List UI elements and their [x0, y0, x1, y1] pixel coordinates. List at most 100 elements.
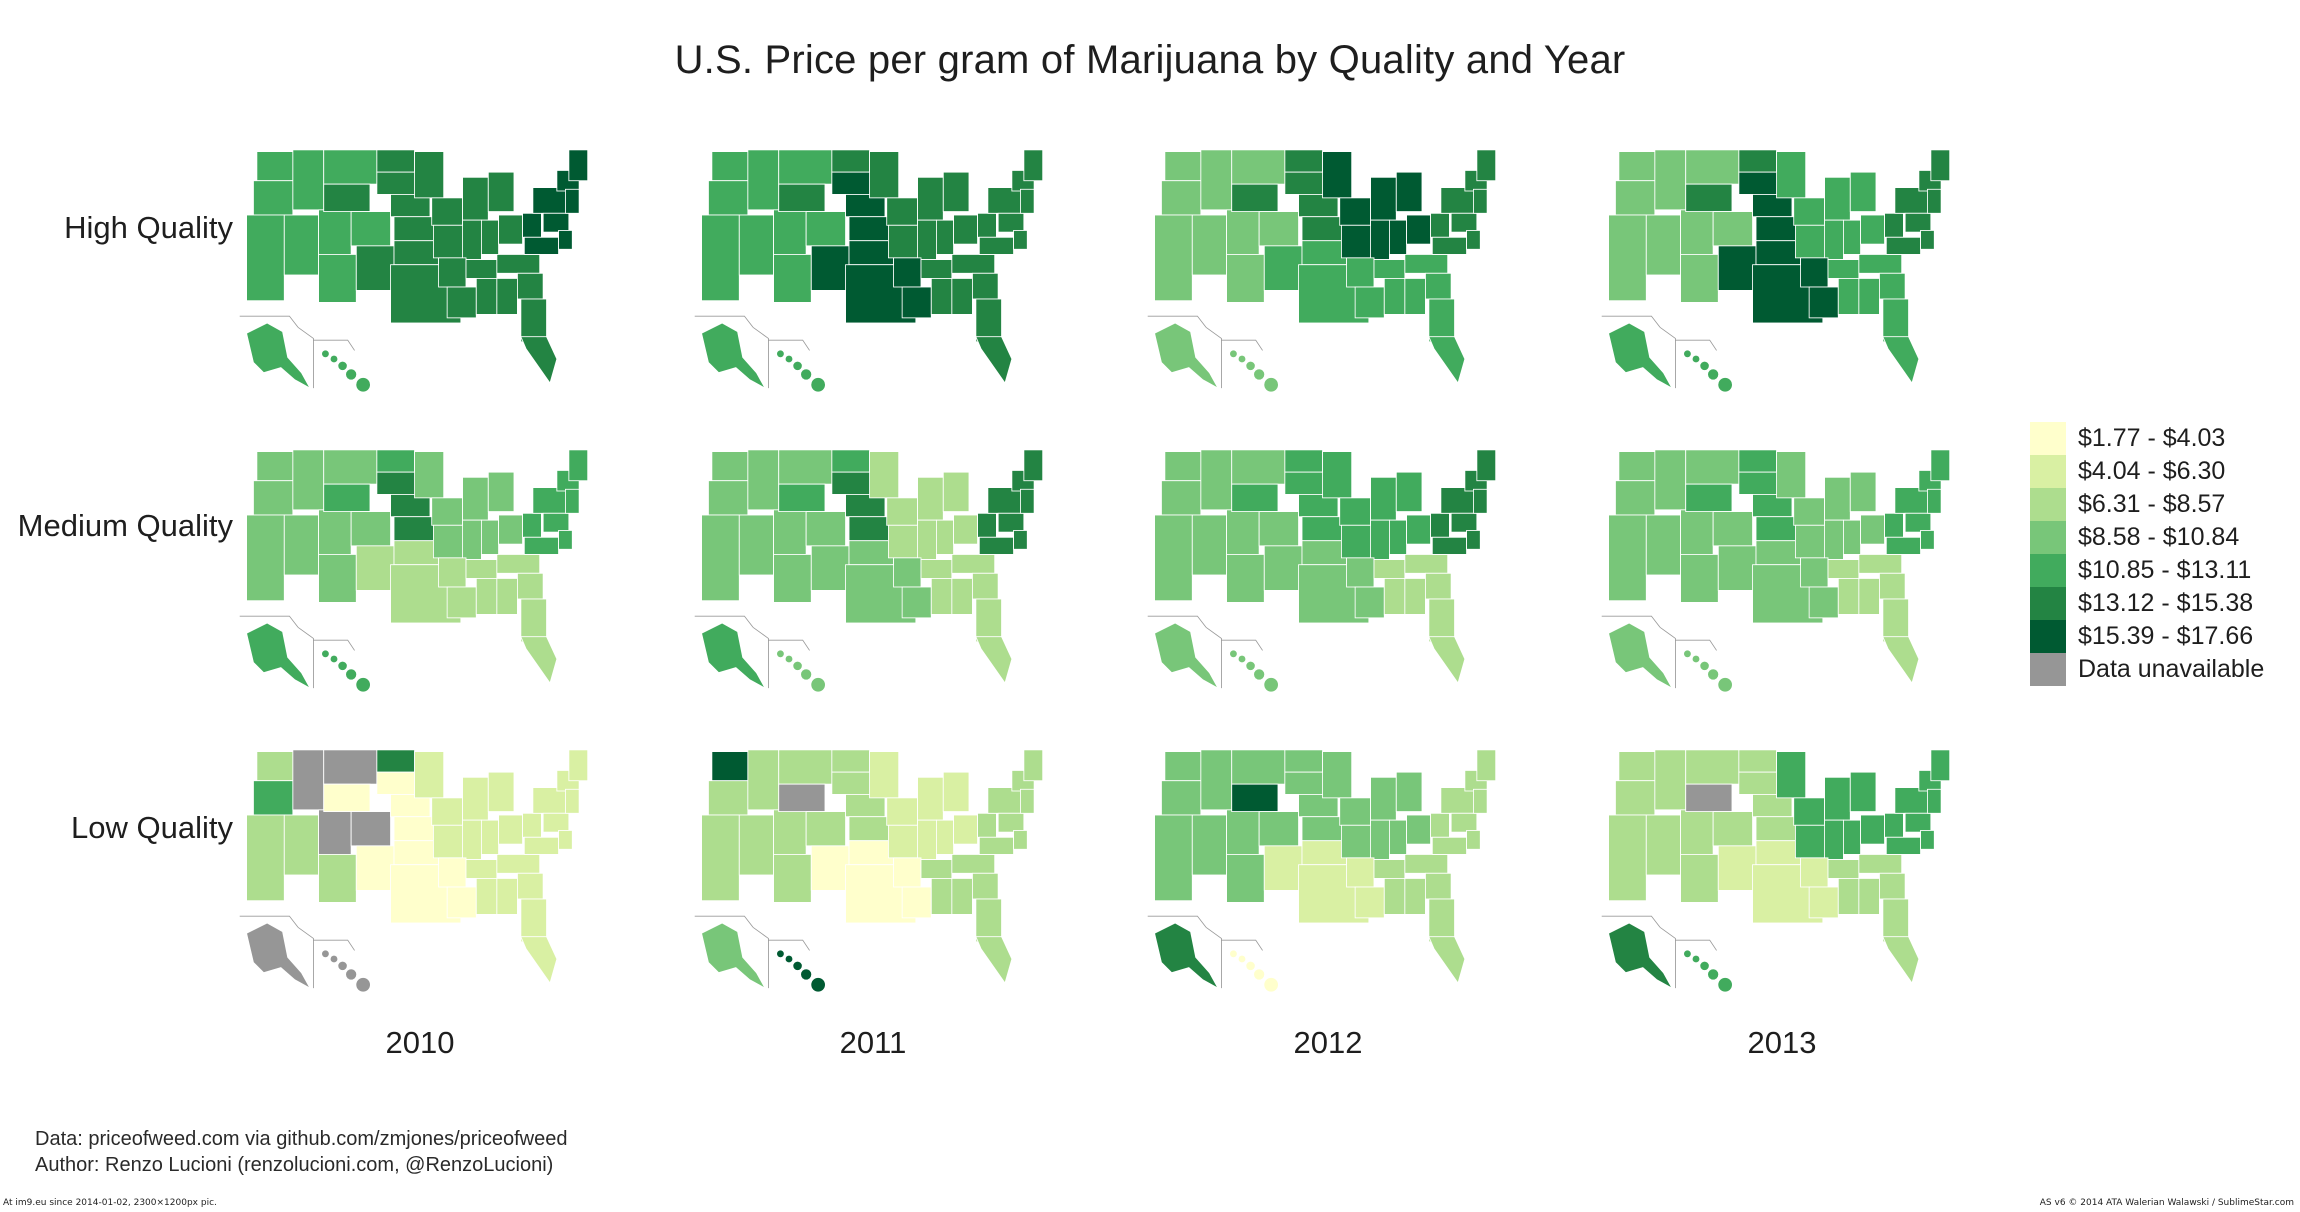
state-region: [1440, 187, 1474, 214]
state-region: [252, 780, 294, 816]
state-region: [1370, 776, 1397, 821]
state-region: [283, 814, 319, 876]
state-region: [1154, 214, 1193, 302]
state-region: [1685, 183, 1733, 212]
state-region: [318, 809, 352, 855]
state-region: [462, 176, 489, 221]
state-region: [1837, 878, 1860, 915]
state-region: [1428, 598, 1455, 643]
col-label-2012: 2012: [1293, 1025, 1363, 1060]
state-region: [414, 751, 445, 799]
state-region: [1685, 783, 1733, 812]
state-region: [1680, 854, 1719, 903]
state-region: [1354, 886, 1385, 919]
state-region: [1284, 149, 1323, 173]
map-high-quality-2012: [1146, 128, 1506, 398]
state-region: [318, 209, 352, 255]
state-region: [711, 451, 749, 482]
state-hawaii-island: [785, 355, 793, 363]
state-region: [564, 188, 580, 214]
state-region: [1858, 854, 1903, 874]
state-region: [1161, 480, 1202, 516]
states-group: [1154, 449, 1497, 643]
state-region: [1843, 519, 1861, 555]
map-low-quality-2013: [1600, 728, 1960, 998]
state-region: [1191, 514, 1227, 576]
legend-swatch: [2030, 554, 2066, 587]
state-region: [1884, 212, 1904, 238]
choropleth-map: [239, 149, 589, 392]
map-high-quality-2011: [693, 128, 1053, 398]
state-region: [496, 554, 541, 574]
states-group: [1608, 749, 1951, 943]
state-region: [475, 578, 498, 615]
state-region: [462, 219, 482, 260]
state-region: [1284, 449, 1323, 473]
state-region: [1885, 536, 1921, 555]
state-region: [778, 483, 826, 512]
state-region: [1161, 780, 1202, 816]
state-region: [778, 449, 833, 485]
state-region: [1738, 149, 1777, 173]
state-florida: [975, 636, 1013, 684]
state-region: [438, 857, 467, 888]
state-region: [1301, 240, 1347, 266]
state-hawaii-island: [356, 977, 370, 992]
state-hawaii-island: [1684, 650, 1691, 658]
state-region: [738, 214, 774, 276]
state-florida: [520, 936, 558, 984]
state-region: [1284, 471, 1325, 495]
state-region: [1200, 149, 1233, 211]
state-region: [1466, 830, 1481, 850]
state-region: [987, 487, 1021, 514]
state-hawaii-island: [1684, 950, 1691, 958]
state-region: [1231, 483, 1279, 512]
state-region: [1428, 298, 1455, 343]
state-region: [1450, 212, 1478, 233]
state-region: [1226, 509, 1260, 555]
state-region: [1808, 586, 1839, 619]
state-region: [1476, 149, 1497, 182]
state-florida: [1882, 336, 1920, 384]
state-region: [1428, 898, 1455, 943]
state-hawaii-island: [346, 969, 357, 980]
state-region: [1837, 578, 1860, 615]
map-high-quality-2013: [1600, 128, 1960, 398]
state-alaska: [1154, 322, 1220, 390]
state-hawaii-island: [1254, 969, 1265, 980]
state-hawaii-island: [330, 955, 338, 963]
state-region: [1618, 751, 1656, 782]
state-hawaii-island: [338, 961, 347, 971]
state-region: [1920, 530, 1935, 550]
state-region: [997, 212, 1025, 233]
state-hawaii-island: [793, 361, 802, 371]
state-region: [1849, 471, 1877, 512]
legend-item: $8.58 - $10.84: [2030, 521, 2264, 554]
state-region: [1755, 840, 1801, 866]
state-region: [350, 211, 391, 247]
state-region: [1430, 812, 1450, 838]
state-region: [893, 857, 922, 888]
state-region: [1373, 559, 1406, 579]
state-region: [1346, 557, 1375, 588]
state-region: [542, 512, 570, 533]
state-region: [568, 149, 589, 182]
state-region: [975, 898, 1003, 943]
state-region: [901, 586, 932, 619]
col-label-2013: 2013: [1747, 1025, 1817, 1060]
state-florida: [975, 936, 1013, 984]
state-region: [323, 483, 371, 512]
state-region: [1615, 480, 1656, 516]
state-region: [1879, 572, 1906, 600]
state-region: [256, 751, 294, 782]
states-group: [1154, 749, 1497, 943]
state-region: [1226, 209, 1260, 255]
state-region: [350, 511, 391, 547]
state-hawaii-island: [322, 950, 329, 958]
state-region: [1301, 216, 1342, 242]
state-region: [520, 898, 548, 943]
state-region: [1191, 214, 1227, 276]
state-florida: [1428, 636, 1466, 684]
state-region: [869, 151, 900, 199]
state-region: [1301, 540, 1347, 566]
